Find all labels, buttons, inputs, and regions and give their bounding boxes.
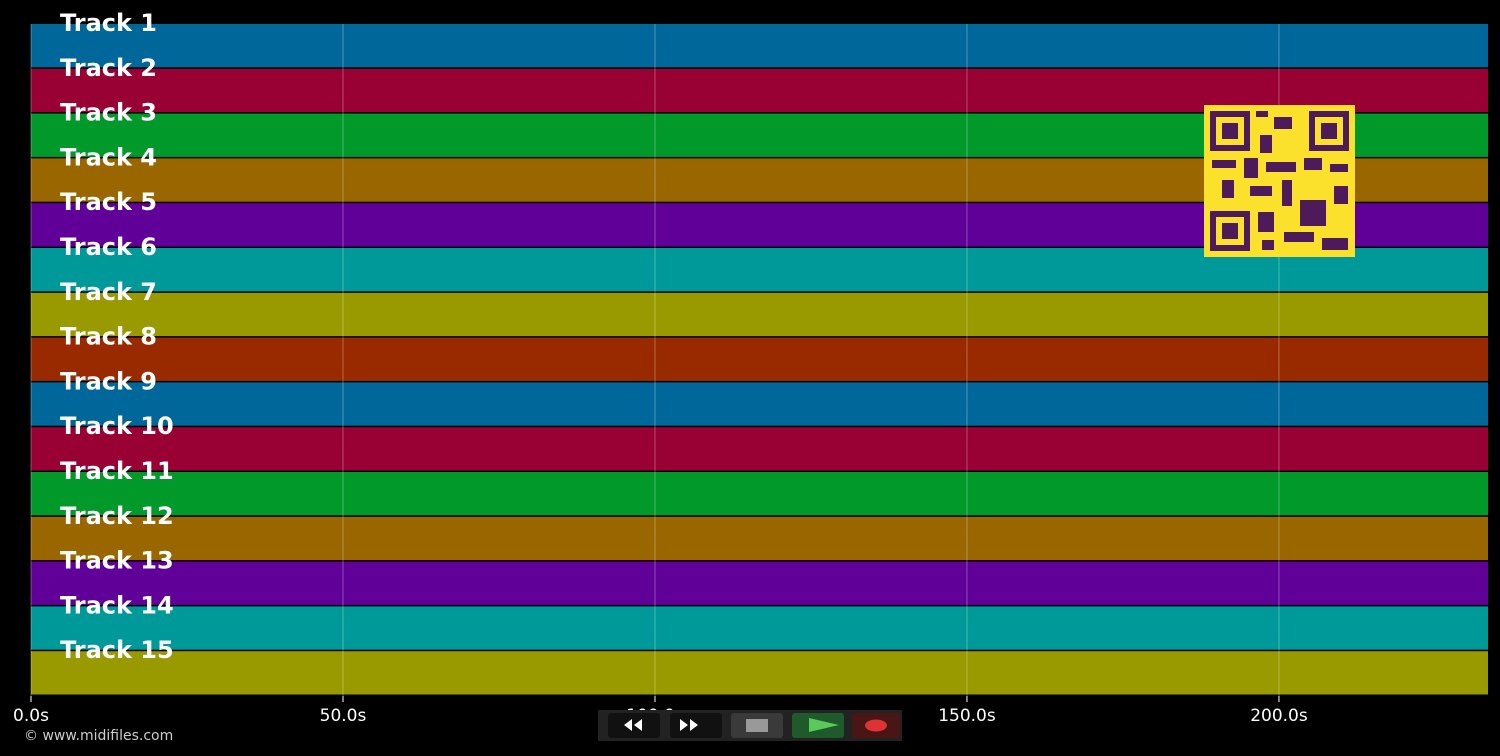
track-label: Track 15 — [60, 636, 174, 664]
grid — [30, 24, 1280, 696]
stop-button[interactable] — [731, 713, 783, 738]
track-label: Track 2 — [60, 54, 157, 82]
track-band — [31, 606, 1488, 650]
track-label: Track 5 — [60, 188, 157, 216]
track-label: Track 8 — [60, 323, 157, 351]
credit: © www.midifiles.com — [24, 728, 173, 744]
track-band — [31, 427, 1488, 471]
track-band — [31, 472, 1488, 516]
track-label: Track 9 — [60, 367, 157, 395]
track-band — [31, 24, 1488, 68]
track-label: Track 7 — [60, 278, 157, 306]
track-band — [31, 292, 1488, 337]
qr-code — [1204, 105, 1355, 257]
track-label: Track 6 — [60, 233, 157, 261]
track-label: Track 1 — [60, 9, 157, 37]
track-label: Track 3 — [60, 99, 157, 127]
track-band — [31, 337, 1488, 381]
x-tick-label: 50.0s — [320, 706, 367, 726]
fast-forward-button[interactable] — [670, 713, 722, 738]
track-band — [31, 651, 1488, 695]
track-label: Track 4 — [60, 143, 157, 171]
track-label: Track 13 — [60, 547, 174, 575]
x-tick-label: 150.0s — [938, 706, 996, 726]
transport-controls — [598, 710, 902, 741]
play-button[interactable] — [792, 713, 844, 738]
x-tick-label: 200.0s — [1250, 706, 1308, 726]
track-band — [31, 516, 1488, 561]
track-label: Track 14 — [60, 591, 174, 619]
track-label: Track 12 — [60, 502, 174, 530]
rewind-button[interactable] — [608, 713, 660, 738]
track-label: Track 10 — [60, 412, 174, 440]
track-band — [31, 382, 1488, 426]
x-tick-label: 0.0s — [13, 706, 49, 726]
record-button[interactable] — [852, 713, 900, 738]
track-band — [31, 561, 1488, 605]
track-band — [31, 68, 1488, 113]
track-label: Track 11 — [60, 457, 174, 485]
